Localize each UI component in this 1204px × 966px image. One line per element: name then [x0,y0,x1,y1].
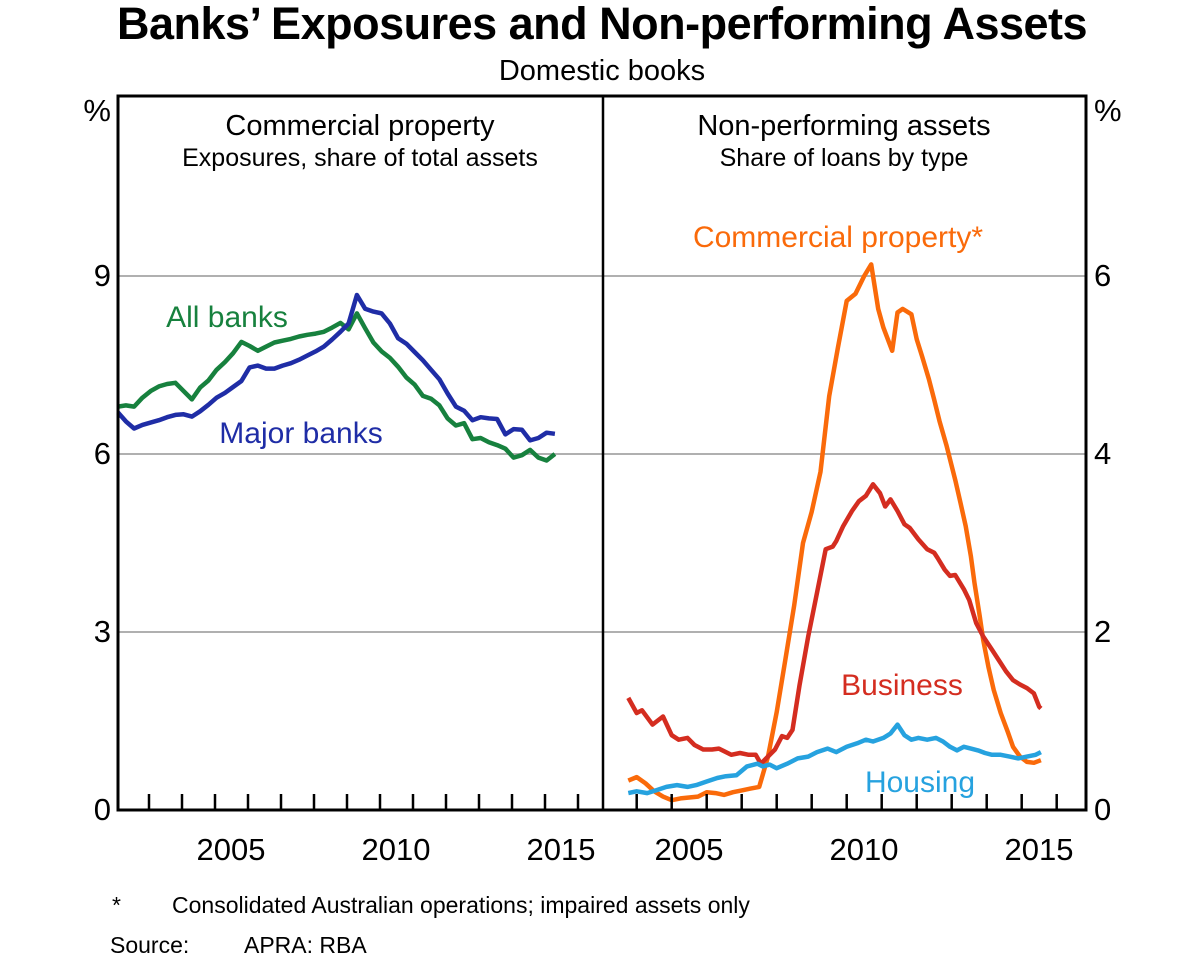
left-xaxis-2010: 2010 [361,832,431,867]
axis-ticks [147,794,1058,810]
line-business [626,482,1043,766]
left-panel-series [116,292,557,463]
line-all-banks [117,311,557,463]
right-axis-tick-2: 2 [1094,614,1112,649]
line-major-banks [116,292,556,443]
footnote-marker: * [112,892,121,918]
right-xaxis-2005: 2005 [654,832,724,867]
source-text: APRA: RBA [244,932,367,958]
right-axis-tick-6: 6 [1094,258,1112,293]
source-label: Source: [110,932,190,958]
series-label-all-banks: All banks [166,301,288,334]
series-label-business: Business [841,669,963,702]
left-axis-tick-0: 0 [93,792,111,827]
right-panel-series [626,262,1043,803]
series-label-major-banks: Major banks [219,417,383,450]
left-axis-tick-9: 9 [93,258,111,293]
left-panel-subheading: Exposures, share of total assets [182,144,538,172]
left-axis-tick-3: 3 [93,614,111,649]
right-panel-subheading: Share of loans by type [719,144,969,172]
footnote-text: Consolidated Australian operations; impa… [172,892,750,918]
right-xaxis-2015: 2015 [1004,832,1074,867]
line-housing [627,722,1042,796]
left-axis-tick-6: 6 [93,436,111,471]
series-label-housing: Housing [864,766,976,799]
line-commercial-property [627,262,1042,803]
right-axis-unit: % [1094,93,1122,128]
right-axis-tick-0: 0 [1094,792,1112,827]
chart-subtitle: Domestic books [498,55,706,87]
right-panel-heading: Non-performing assets [697,110,991,142]
right-axis-tick-4: 4 [1094,436,1112,471]
series-label-commercial-property: Commercial property* [692,221,984,254]
left-panel-heading: Commercial property [225,110,495,142]
chart-title: Banks’ Exposures and Non-performing Asse… [116,0,1088,49]
right-xaxis-2010: 2010 [829,832,899,867]
left-axis-unit: % [83,93,111,128]
left-xaxis-2005: 2005 [196,832,266,867]
left-xaxis-2015: 2015 [526,832,596,867]
